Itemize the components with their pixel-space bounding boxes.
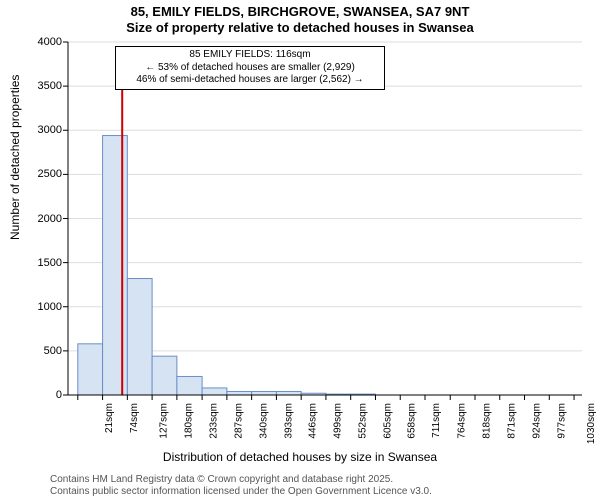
x-tick-label: 499sqm xyxy=(333,403,344,439)
annotation-line2: ← 53% of detached houses are smaller (2,… xyxy=(120,62,380,75)
x-tick-label: 233sqm xyxy=(208,403,219,439)
y-tick-label: 3500 xyxy=(22,80,62,92)
x-tick-label: 658sqm xyxy=(407,403,418,439)
y-tick-label: 3000 xyxy=(22,124,62,136)
x-tick-label: 871sqm xyxy=(507,403,518,439)
property-size-histogram: 85, EMILY FIELDS, BIRCHGROVE, SWANSEA, S… xyxy=(0,0,600,500)
x-tick-label: 340sqm xyxy=(258,403,269,439)
x-tick-label: 446sqm xyxy=(308,403,319,439)
x-tick-label: 605sqm xyxy=(382,403,393,439)
x-axis-label: Distribution of detached houses by size … xyxy=(0,450,600,464)
attribution-footer: Contains HM Land Registry data © Crown c… xyxy=(50,474,432,498)
x-tick-label: 1030sqm xyxy=(586,403,597,444)
x-tick-label: 552sqm xyxy=(358,403,369,439)
x-tick-label: 711sqm xyxy=(431,403,442,438)
x-tick-label: 977sqm xyxy=(556,403,567,439)
x-tick-label: 21sqm xyxy=(104,403,115,433)
x-tick-label: 127sqm xyxy=(159,403,170,439)
x-tick-label: 818sqm xyxy=(482,403,493,439)
y-tick-label: 2000 xyxy=(22,213,62,225)
footer-line2: Contains public sector information licen… xyxy=(50,486,432,498)
y-tick-label: 4000 xyxy=(22,36,62,48)
footer-line1: Contains HM Land Registry data © Crown c… xyxy=(50,474,432,486)
x-tick-label: 924sqm xyxy=(531,403,542,439)
annotation-line1: 85 EMILY FIELDS: 116sqm xyxy=(120,49,380,62)
y-axis-label: Number of detached properties xyxy=(8,75,22,240)
annotation-line3: 46% of semi-detached houses are larger (… xyxy=(120,74,380,87)
y-tick-label: 500 xyxy=(22,345,62,357)
x-tick-label: 393sqm xyxy=(283,403,294,439)
x-tick-label: 74sqm xyxy=(129,403,140,433)
x-tick-label: 764sqm xyxy=(457,403,468,439)
highlight-annotation: 85 EMILY FIELDS: 116sqm ← 53% of detache… xyxy=(115,46,385,90)
y-tick-label: 1000 xyxy=(22,301,62,313)
y-tick-label: 0 xyxy=(22,389,62,401)
y-tick-label: 1500 xyxy=(22,257,62,269)
y-tick-label: 2500 xyxy=(22,168,62,180)
x-tick-label: 287sqm xyxy=(234,403,245,439)
x-tick-label: 180sqm xyxy=(184,403,195,439)
